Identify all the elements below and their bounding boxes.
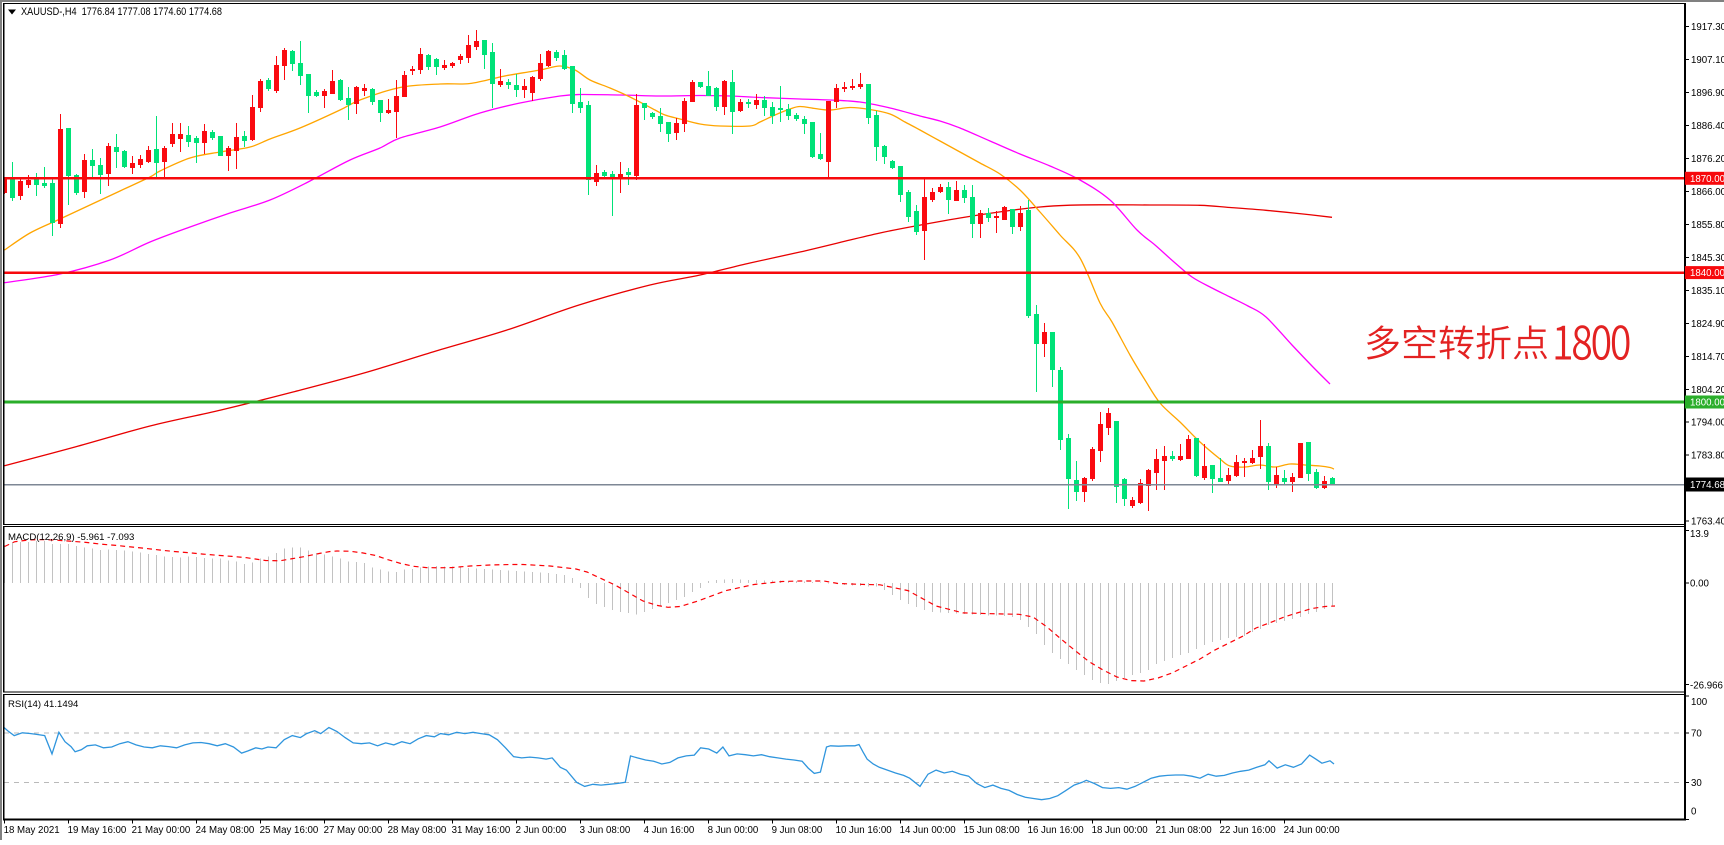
- svg-text:1840.00: 1840.00: [1690, 268, 1724, 279]
- svg-text:1783.80: 1783.80: [1691, 451, 1724, 462]
- svg-text:1835.10: 1835.10: [1691, 286, 1724, 297]
- svg-text:24 May 08:00: 24 May 08:00: [196, 825, 255, 836]
- svg-text:XAUUSD-,H4 1776.84 1777.08 17: XAUUSD-,H4 1776.84 1777.08 1774.60 1774.…: [21, 6, 222, 18]
- svg-text:28 May 08:00: 28 May 08:00: [388, 825, 447, 836]
- svg-text:RSI(14) 41.1494: RSI(14) 41.1494: [8, 699, 79, 710]
- svg-text:10 Jun 16:00: 10 Jun 16:00: [836, 825, 893, 836]
- svg-text:70: 70: [1691, 729, 1702, 740]
- svg-text:1814.70: 1814.70: [1691, 352, 1724, 363]
- svg-text:1794.00: 1794.00: [1691, 418, 1724, 429]
- svg-text:19 May 16:00: 19 May 16:00: [68, 825, 127, 836]
- svg-text:8 Jun 00:00: 8 Jun 00:00: [708, 825, 759, 836]
- svg-text:16 Jun 16:00: 16 Jun 16:00: [1028, 825, 1085, 836]
- svg-text:1824.90: 1824.90: [1691, 319, 1724, 330]
- svg-text:0: 0: [1691, 807, 1697, 818]
- svg-text:1800.00: 1800.00: [1690, 398, 1724, 409]
- svg-text:18 Jun 00:00: 18 Jun 00:00: [1092, 825, 1149, 836]
- svg-text:MACD(12,26,9) -5.961 -7.093: MACD(12,26,9) -5.961 -7.093: [8, 532, 134, 543]
- svg-text:2 Jun 00:00: 2 Jun 00:00: [516, 825, 567, 836]
- svg-text:4 Jun 16:00: 4 Jun 16:00: [644, 825, 695, 836]
- svg-text:13.9: 13.9: [1690, 529, 1709, 540]
- svg-text:1855.80: 1855.80: [1691, 220, 1724, 231]
- svg-text:1917.30: 1917.30: [1691, 22, 1724, 33]
- svg-text:-26.966: -26.966: [1690, 681, 1723, 692]
- svg-text:27 May 00:00: 27 May 00:00: [324, 825, 383, 836]
- svg-text:25 May 16:00: 25 May 16:00: [260, 825, 319, 836]
- svg-text:3 Jun 08:00: 3 Jun 08:00: [580, 825, 631, 836]
- svg-text:1876.20: 1876.20: [1691, 154, 1724, 165]
- svg-text:24 Jun 00:00: 24 Jun 00:00: [1284, 825, 1341, 836]
- svg-text:1886.40: 1886.40: [1691, 121, 1724, 132]
- svg-text:1896.90: 1896.90: [1691, 88, 1724, 99]
- svg-text:31 May 16:00: 31 May 16:00: [452, 825, 511, 836]
- svg-text:100: 100: [1691, 697, 1708, 708]
- svg-text:1870.00: 1870.00: [1690, 174, 1724, 185]
- svg-text:21 Jun 08:00: 21 Jun 08:00: [1156, 825, 1213, 836]
- svg-text:30: 30: [1691, 778, 1702, 789]
- svg-text:1907.10: 1907.10: [1691, 55, 1724, 66]
- svg-text:1763.40: 1763.40: [1691, 517, 1724, 528]
- svg-text:14 Jun 00:00: 14 Jun 00:00: [900, 825, 957, 836]
- svg-text:1804.20: 1804.20: [1691, 385, 1724, 396]
- svg-text:1845.30: 1845.30: [1691, 253, 1724, 264]
- svg-text:1774.68: 1774.68: [1690, 480, 1724, 491]
- svg-text:9 Jun 08:00: 9 Jun 08:00: [772, 825, 823, 836]
- svg-text:22 Jun 16:00: 22 Jun 16:00: [1220, 825, 1277, 836]
- svg-text:0.00: 0.00: [1690, 579, 1709, 590]
- svg-text:1866.00: 1866.00: [1691, 187, 1724, 198]
- svg-text:18 May 2021: 18 May 2021: [4, 825, 60, 836]
- svg-text:15 Jun 08:00: 15 Jun 08:00: [964, 825, 1021, 836]
- svg-text:21 May 00:00: 21 May 00:00: [132, 825, 191, 836]
